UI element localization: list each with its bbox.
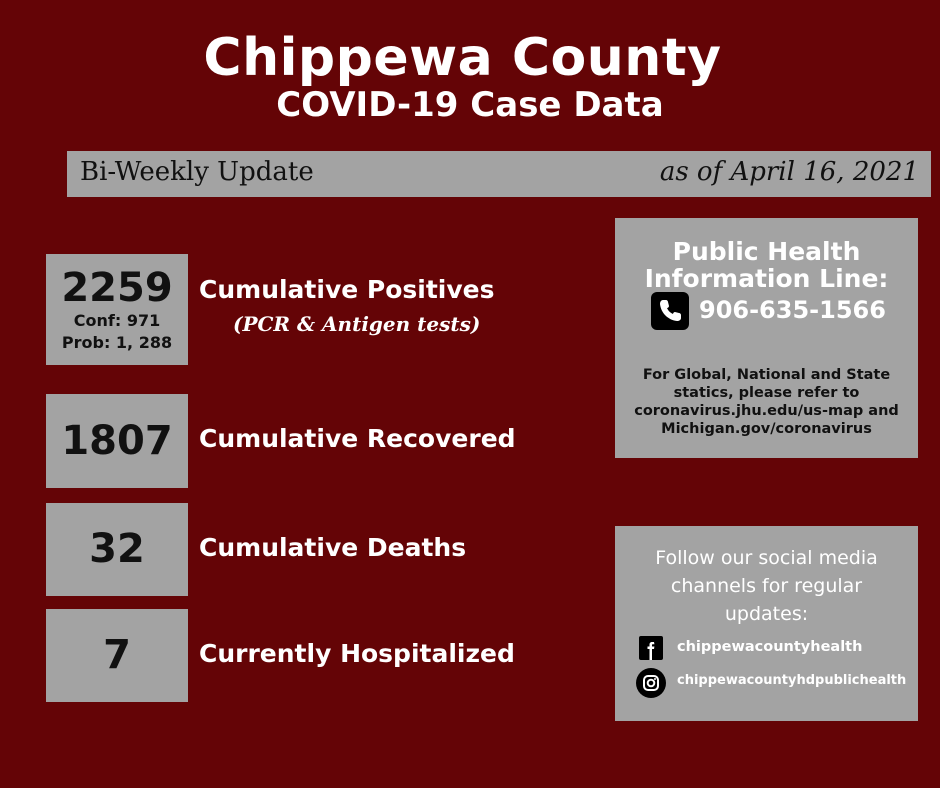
stat-box-deaths: 32 <box>46 503 188 596</box>
stat-box-positives: 2259 Conf: 971 Prob: 1, 288 <box>46 254 188 365</box>
info-title-line2: Information Line: <box>644 264 889 293</box>
stat-value: 2259 <box>61 265 173 311</box>
social-text-line1: Follow our social media <box>655 547 878 569</box>
stat-label-positives: Cumulative Positives <box>199 275 495 304</box>
stat-value: 1807 <box>61 418 173 464</box>
social-text: Follow our social media channels for reg… <box>615 544 918 628</box>
page-title: Chippewa County <box>203 28 722 88</box>
stat-label-recovered: Cumulative Recovered <box>199 424 516 453</box>
info-desc-line1: For Global, National and State <box>642 367 891 383</box>
social-text-line3: updates: <box>724 603 809 625</box>
info-description: For Global, National and State statics, … <box>620 366 913 438</box>
info-box: Public Health Information Line: 906-635-… <box>615 218 918 458</box>
info-title-line1: Public Health <box>672 237 861 266</box>
stat-probable: Prob: 1, 288 <box>61 333 173 352</box>
stat-note: (PCR & Antigen tests) <box>233 312 481 336</box>
stat-confirmed: Conf: 971 <box>73 311 161 330</box>
update-bar: Bi-Weekly Update as of April 16, 2021 <box>67 151 931 197</box>
stat-value: 7 <box>103 632 131 678</box>
stat-box-recovered: 1807 <box>46 394 188 488</box>
stat-value: 32 <box>89 526 145 572</box>
page-subtitle: COVID-19 Case Data <box>276 85 664 125</box>
facebook-icon <box>639 636 663 660</box>
instagram-handle[interactable]: chippewacountyhdpublichealth <box>677 673 907 688</box>
phone-icon <box>651 292 689 330</box>
stat-label-hospitalized: Currently Hospitalized <box>199 639 515 668</box>
info-desc-line2: statics, please refer to <box>673 385 860 401</box>
instagram-icon <box>636 668 666 698</box>
info-desc-line4[interactable]: Michigan.gov/coronavirus <box>661 421 872 437</box>
stat-label-deaths: Cumulative Deaths <box>199 533 467 562</box>
info-title: Public Health Information Line: <box>615 238 918 292</box>
social-box: Follow our social media channels for reg… <box>615 526 918 721</box>
stat-box-hospitalized: 7 <box>46 609 188 702</box>
phone-number[interactable]: 906-635-1566 <box>699 296 886 324</box>
update-label: Bi-Weekly Update <box>80 157 314 187</box>
info-desc-line3[interactable]: coronavirus.jhu.edu/us-map and <box>634 403 899 419</box>
facebook-handle[interactable]: chippewacountyhealth <box>677 639 863 655</box>
social-text-line2: channels for regular <box>670 575 863 597</box>
update-date: as of April 16, 2021 <box>659 157 919 187</box>
